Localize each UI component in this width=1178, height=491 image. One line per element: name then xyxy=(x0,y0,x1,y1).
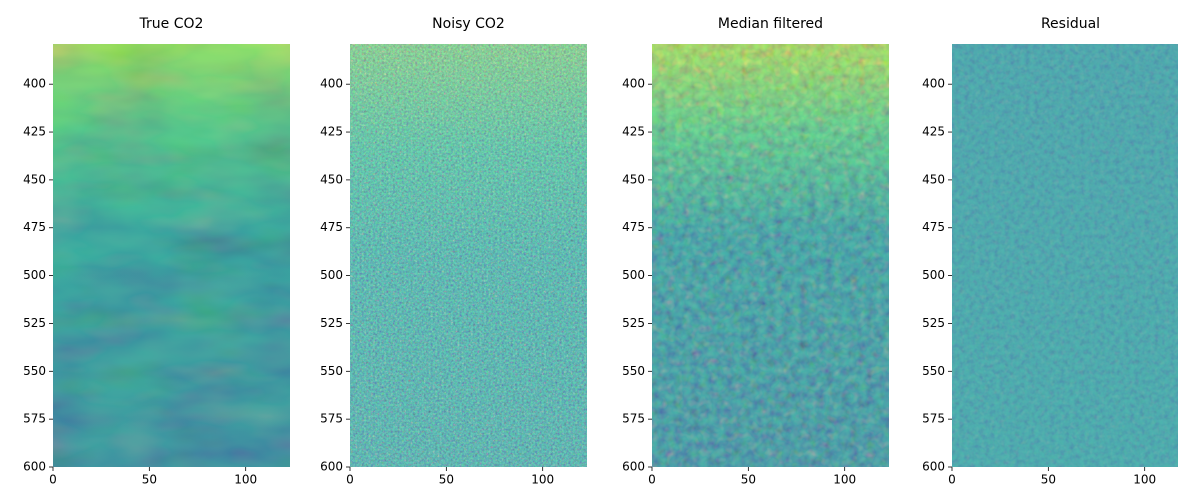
heatmap-texture xyxy=(350,44,587,467)
heatmap-texture xyxy=(652,44,889,467)
y-tick-label: 600 xyxy=(320,460,343,474)
y-tick-label: 525 xyxy=(320,316,343,330)
y-tick-label: 425 xyxy=(320,125,343,139)
panel-title: Median filtered xyxy=(718,16,823,32)
y-tick-label: 525 xyxy=(23,316,46,330)
panel xyxy=(350,44,587,467)
y-tick-label: 475 xyxy=(922,220,945,234)
y-tick-label: 525 xyxy=(922,316,945,330)
y-tick-label: 450 xyxy=(320,172,343,186)
heatmap-texture xyxy=(53,44,290,467)
x-tick-label: 0 xyxy=(948,473,956,487)
y-tick-label: 425 xyxy=(622,125,645,139)
panel-title: True CO2 xyxy=(139,16,204,32)
y-tick-label: 575 xyxy=(922,412,945,426)
y-tick-label: 600 xyxy=(922,460,945,474)
x-tick-label: 0 xyxy=(648,473,656,487)
x-tick-label: 50 xyxy=(142,473,157,487)
y-tick-label: 475 xyxy=(320,220,343,234)
x-tick-label: 100 xyxy=(833,473,856,487)
y-tick-label: 600 xyxy=(23,460,46,474)
y-tick-label: 550 xyxy=(23,364,46,378)
x-tick-label: 100 xyxy=(1133,473,1156,487)
y-tick-label: 400 xyxy=(23,77,46,91)
y-tick-label: 575 xyxy=(622,412,645,426)
y-tick-label: 500 xyxy=(320,268,343,282)
y-tick-label: 500 xyxy=(23,268,46,282)
x-tick-label: 50 xyxy=(741,473,756,487)
x-tick-label: 50 xyxy=(439,473,454,487)
panel-title: Noisy CO2 xyxy=(432,16,505,32)
x-tick-label: 0 xyxy=(346,473,354,487)
y-tick-label: 525 xyxy=(622,316,645,330)
y-tick-label: 425 xyxy=(922,125,945,139)
y-tick-label: 475 xyxy=(23,220,46,234)
y-tick-label: 450 xyxy=(23,172,46,186)
panel xyxy=(952,44,1178,467)
y-tick-label: 475 xyxy=(622,220,645,234)
y-tick-label: 450 xyxy=(622,172,645,186)
y-tick-label: 550 xyxy=(922,364,945,378)
y-tick-label: 575 xyxy=(320,412,343,426)
panel xyxy=(53,44,290,467)
y-tick-label: 450 xyxy=(922,172,945,186)
x-tick-label: 100 xyxy=(234,473,257,487)
y-tick-label: 400 xyxy=(622,77,645,91)
x-tick-label: 0 xyxy=(49,473,57,487)
heatmap-texture xyxy=(952,44,1178,467)
y-tick-label: 550 xyxy=(622,364,645,378)
y-tick-label: 425 xyxy=(23,125,46,139)
x-tick-label: 100 xyxy=(531,473,554,487)
panel xyxy=(652,44,889,467)
x-tick-label: 50 xyxy=(1041,473,1056,487)
y-tick-label: 500 xyxy=(622,268,645,282)
y-tick-label: 400 xyxy=(922,77,945,91)
y-tick-label: 550 xyxy=(320,364,343,378)
panel-title: Residual xyxy=(1041,16,1100,32)
y-tick-label: 400 xyxy=(320,77,343,91)
y-tick-label: 575 xyxy=(23,412,46,426)
y-tick-label: 600 xyxy=(622,460,645,474)
y-tick-label: 500 xyxy=(922,268,945,282)
